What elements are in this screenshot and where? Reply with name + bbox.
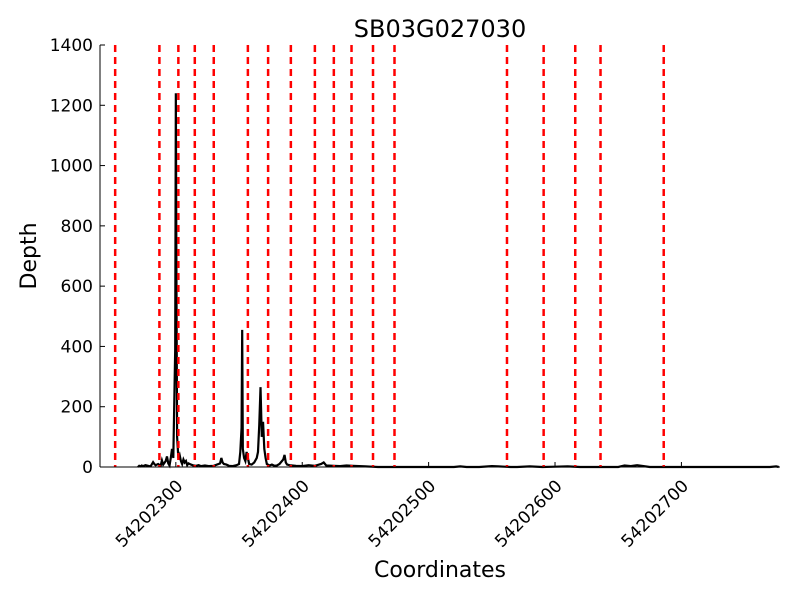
x-tick-label-54202300: 54202300 — [112, 476, 187, 551]
x-tick-label-54202500: 54202500 — [365, 476, 440, 551]
y-tick-label-400: 400 — [61, 337, 93, 357]
y-tick-label-600: 600 — [61, 277, 93, 297]
x-tick-label-54202700: 54202700 — [618, 476, 693, 551]
y-tick-label-1400: 1400 — [50, 36, 93, 56]
y-tick-label-1000: 1000 — [50, 157, 93, 177]
chart-title: SB03G027030 — [354, 15, 526, 43]
y-tick-label-200: 200 — [61, 398, 93, 418]
y-tick-label-800: 800 — [61, 217, 93, 237]
y-tick-label-1200: 1200 — [50, 96, 93, 116]
depth-series-line — [137, 93, 779, 469]
plot-area: 0 200 400 600 800 1000 1200 1400 54202300 5420240… — [50, 36, 780, 552]
x-tick-label-54202600: 54202600 — [491, 476, 566, 551]
x-tick-label-54202400: 54202400 — [238, 476, 313, 551]
y-axis-label: Depth — [17, 222, 42, 289]
x-axis-label: Coordinates — [374, 558, 506, 583]
y-tick-label-0: 0 — [82, 458, 93, 478]
